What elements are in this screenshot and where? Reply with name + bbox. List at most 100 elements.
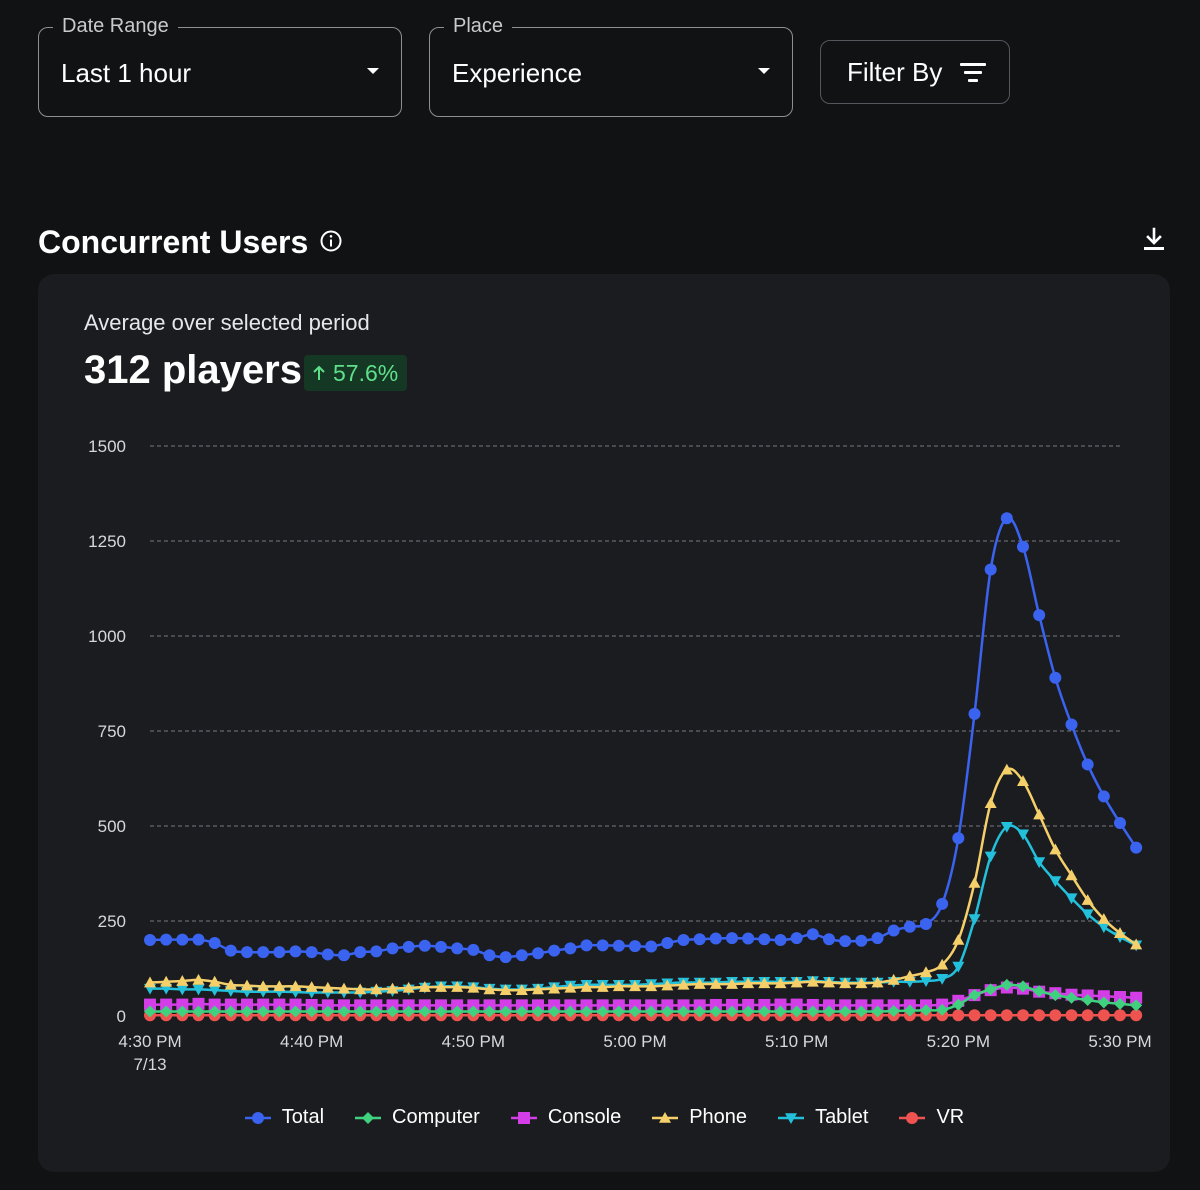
- info-icon[interactable]: [319, 229, 343, 253]
- data-point-console: [176, 998, 189, 1011]
- data-point-total: [176, 933, 189, 946]
- data-point-console: [774, 998, 787, 1011]
- data-point-tablet: [176, 984, 189, 996]
- change-badge: 57.6%: [304, 355, 408, 391]
- x-tick-label: 4:50 PM: [442, 1032, 505, 1051]
- place-select[interactable]: Place Experience: [429, 13, 793, 117]
- x-tick-label: 5:20 PM: [927, 1032, 990, 1051]
- data-point-total: [1049, 671, 1062, 684]
- data-point-console: [629, 999, 641, 1012]
- data-point-console: [758, 998, 771, 1011]
- data-point-phone: [1130, 938, 1143, 950]
- data-point-total: [984, 563, 997, 576]
- data-point-phone: [1081, 894, 1094, 905]
- data-point-phone: [952, 934, 965, 945]
- download-icon[interactable]: [1140, 226, 1168, 254]
- legend-label: Console: [547, 1106, 622, 1128]
- data-point-computer: [548, 1005, 561, 1018]
- concurrent-users-chart: 0 250 500 750 1000 1250 1500 4:30 PM 7/13 4:40 PM…: [88, 437, 1151, 1074]
- x-tick-label: 5:10 PM: [765, 1032, 828, 1051]
- data-point-console: [208, 998, 221, 1011]
- data-point-console: [596, 999, 609, 1012]
- x-tick-label: 5:00 PM: [603, 1032, 666, 1051]
- data-point-computer: [1065, 991, 1078, 1004]
- data-point-computer: [370, 1005, 383, 1018]
- data-point-phone: [354, 983, 367, 995]
- data-point-total: [887, 924, 900, 937]
- data-point-total: [952, 832, 965, 845]
- data-point-computer: [645, 1005, 658, 1018]
- data-point-phone: [580, 981, 593, 992]
- data-point-vr: [1114, 1009, 1126, 1022]
- data-point-phone: [726, 978, 738, 989]
- data-point-tablet: [192, 984, 205, 996]
- legend-item-total[interactable]: Total: [244, 1106, 324, 1129]
- data-point-vr: [952, 1009, 965, 1022]
- data-point-vr: [1130, 1009, 1143, 1022]
- data-point-total: [645, 940, 658, 953]
- legend-item-vr[interactable]: VR: [898, 1106, 964, 1129]
- legend-marker-icon: [510, 1111, 537, 1124]
- legend-item-tablet[interactable]: Tablet: [777, 1106, 868, 1129]
- data-point-console: [273, 998, 286, 1011]
- data-point-tablet: [1065, 893, 1078, 905]
- data-point-phone: [742, 977, 755, 989]
- data-point-phone: [483, 983, 496, 995]
- data-point-phone: [515, 984, 528, 995]
- data-point-total: [774, 934, 787, 946]
- data-point-total: [305, 946, 318, 959]
- filter-by-button[interactable]: Filter By: [820, 40, 1010, 104]
- data-point-computer: [418, 1005, 431, 1018]
- data-point-phone: [305, 981, 318, 992]
- legend-item-phone[interactable]: Phone: [651, 1106, 747, 1129]
- data-point-computer: [887, 1005, 900, 1018]
- data-point-console: [532, 999, 544, 1012]
- data-point-total: [823, 933, 835, 946]
- legend-marker-shape: [362, 1111, 375, 1124]
- data-point-console: [742, 998, 755, 1011]
- series-line-tablet: [149, 824, 1137, 994]
- data-point-phone: [1017, 775, 1029, 786]
- legend-marker-shape: [517, 1111, 530, 1124]
- legend-label: Computer: [392, 1106, 480, 1128]
- data-point-console: [1097, 990, 1110, 1003]
- data-point-total: [1065, 718, 1078, 731]
- data-point-computer: [483, 1005, 496, 1018]
- data-point-tablet: [920, 976, 932, 988]
- data-point-phone: [661, 979, 674, 991]
- data-point-phone: [887, 973, 900, 985]
- data-point-vr: [1097, 1009, 1110, 1022]
- data-point-computer: [273, 1005, 286, 1018]
- data-point-phone: [386, 982, 399, 994]
- date-range-select[interactable]: Date Range Last 1 hour: [38, 13, 402, 117]
- data-point-console: [467, 999, 480, 1012]
- data-point-total: [839, 935, 852, 948]
- data-point-computer: [1049, 989, 1062, 1002]
- data-point-phone: [467, 981, 480, 993]
- data-point-vr: [984, 1009, 997, 1022]
- data-point-computer: [823, 1005, 835, 1018]
- data-point-computer: [774, 1005, 787, 1018]
- data-point-computer: [952, 998, 965, 1011]
- legend-label: Total: [281, 1106, 325, 1128]
- data-point-computer: [208, 1005, 221, 1018]
- data-point-computer: [726, 1005, 738, 1018]
- data-point-total: [709, 932, 722, 945]
- legend-marker-icon: [355, 1111, 382, 1124]
- y-tick-label: 250: [98, 912, 126, 931]
- data-point-phone: [823, 976, 835, 988]
- x-tick-date: 7/13: [133, 1055, 166, 1074]
- data-point-vr: [1017, 1009, 1029, 1022]
- data-point-total: [532, 947, 544, 960]
- legend-marker-icon: [899, 1111, 926, 1124]
- data-point-phone: [968, 877, 981, 888]
- data-point-computer: [855, 1005, 868, 1018]
- data-point-console: [645, 999, 658, 1012]
- legend-marker-icon: [778, 1112, 805, 1124]
- legend-label: VR: [936, 1106, 965, 1128]
- data-point-phone: [677, 978, 690, 990]
- legend-item-computer[interactable]: Computer: [354, 1106, 480, 1129]
- data-point-console: [321, 999, 334, 1012]
- data-point-phone: [273, 980, 286, 992]
- legend-item-console[interactable]: Console: [510, 1106, 621, 1129]
